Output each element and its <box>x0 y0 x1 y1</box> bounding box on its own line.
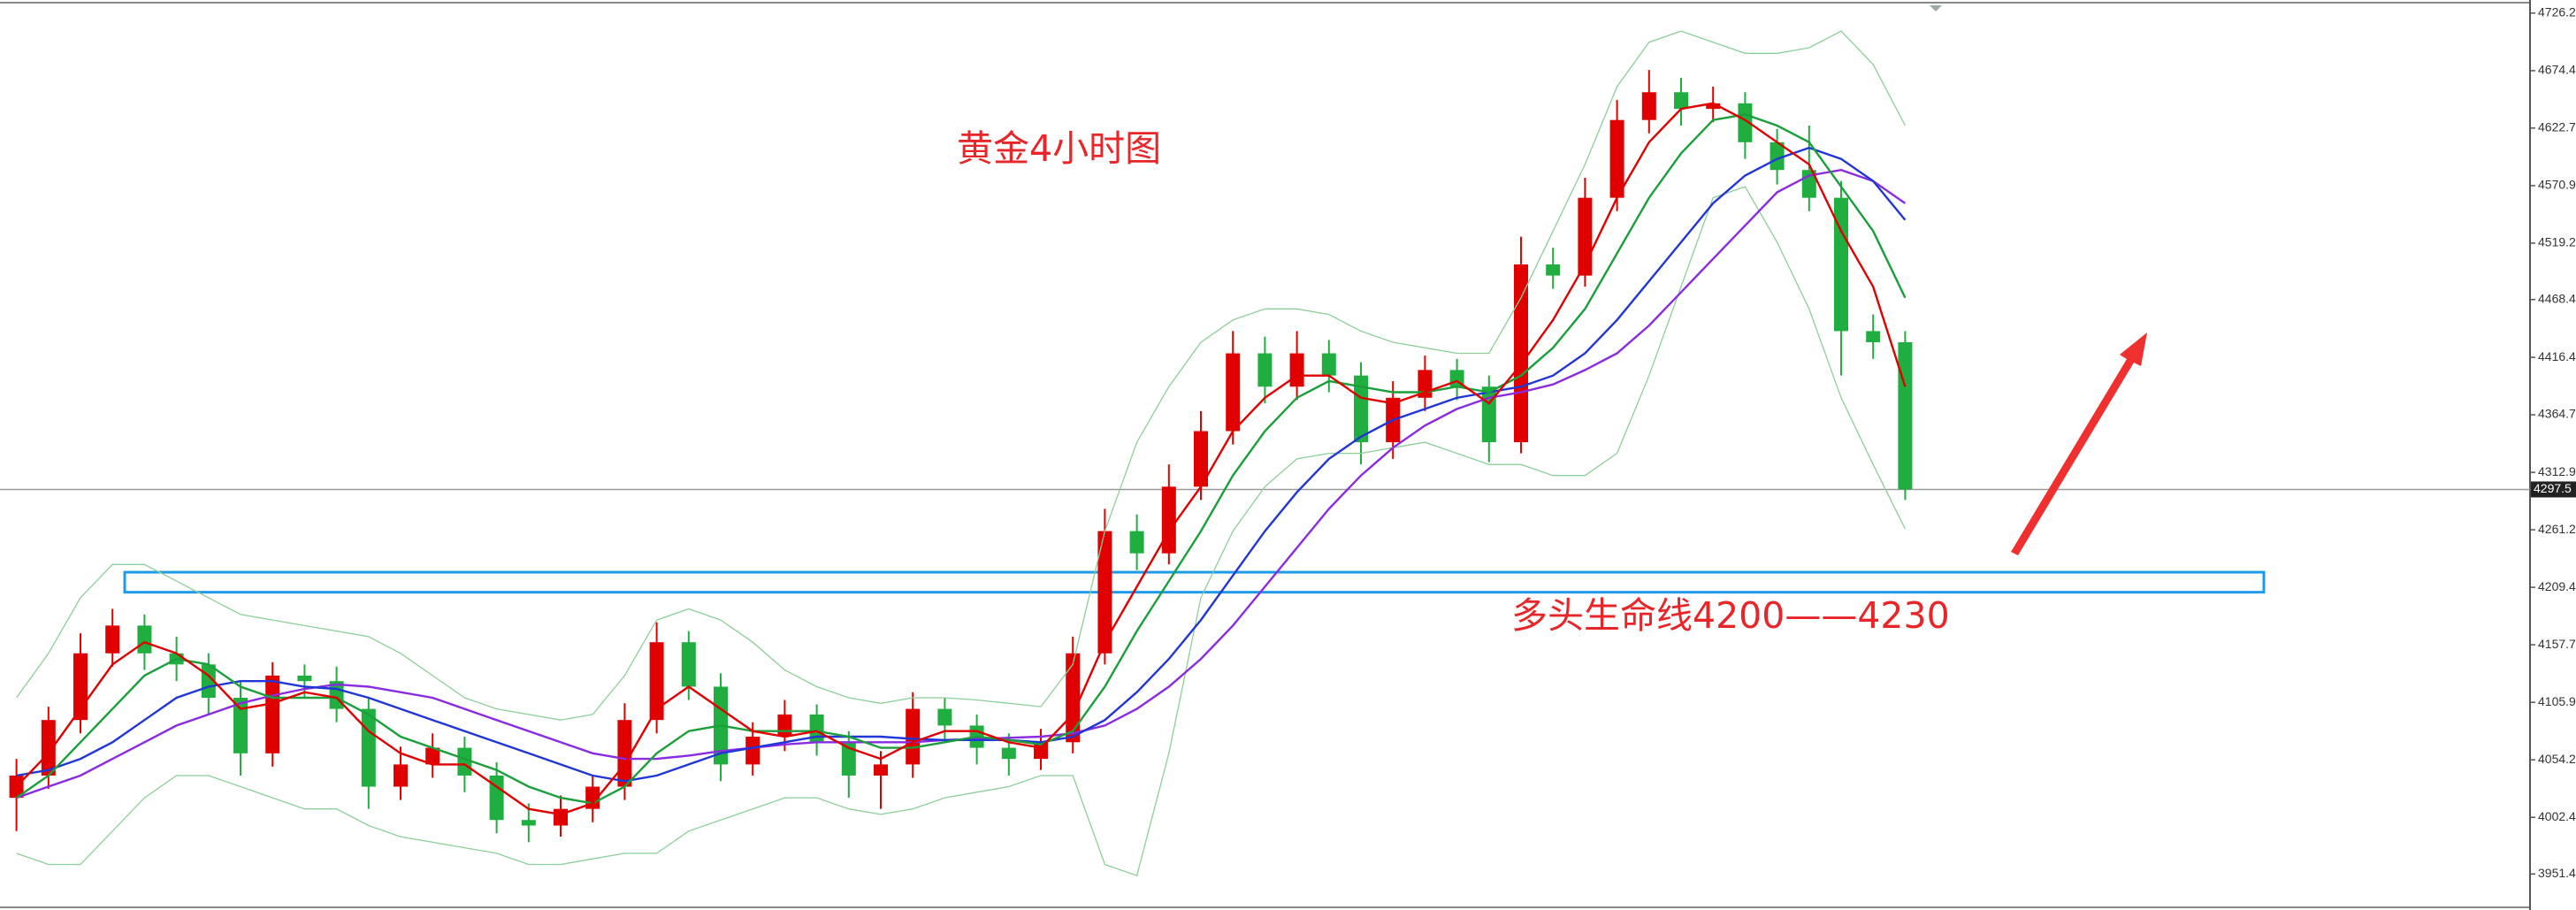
candle-body <box>1770 141 1785 171</box>
candle-body <box>1129 531 1144 554</box>
y-tick-label: 4519.2 <box>2538 235 2576 249</box>
candle-body <box>1354 375 1368 443</box>
y-tick-label: 3951.4 <box>2538 866 2576 880</box>
y-tick-label: 4468.4 <box>2538 291 2576 305</box>
candle-body <box>681 642 696 687</box>
candle-body <box>265 675 280 753</box>
candle-body <box>361 708 376 787</box>
candle-body <box>841 742 856 776</box>
plot-area <box>0 30 2530 876</box>
candle-body <box>1546 264 1561 276</box>
candle-body <box>649 642 664 721</box>
candle-body <box>297 675 312 682</box>
candle-body <box>233 698 248 753</box>
y-tick-label: 4209.4 <box>2538 579 2576 593</box>
candle-body <box>1257 353 1273 387</box>
candle-body <box>1641 92 1656 120</box>
y-tick-label: 4364.7 <box>2538 407 2576 421</box>
y-tick-label: 4105.9 <box>2538 694 2576 708</box>
y-tick-label: 4054.2 <box>2538 752 2576 766</box>
y-tick-label: 4726.2 <box>2538 5 2576 19</box>
candle-body <box>1161 486 1176 554</box>
candle-body <box>554 808 568 826</box>
candle-body <box>906 708 921 765</box>
candle-body <box>137 625 152 654</box>
candle-body <box>457 747 472 776</box>
candle-body <box>1514 264 1528 443</box>
candle-body <box>1066 653 1081 743</box>
candle-body <box>41 720 56 776</box>
candle-body <box>1674 92 1688 110</box>
candle-body <box>1834 197 1848 332</box>
candle-body <box>394 764 408 787</box>
indicator-line <box>16 30 1906 721</box>
candle-body <box>777 714 792 737</box>
candle-body <box>1706 103 1721 110</box>
y-tick-label: 4622.7 <box>2538 120 2576 134</box>
candle-body <box>937 708 952 726</box>
last-price-box <box>2531 481 2576 498</box>
candle-body <box>9 775 24 799</box>
y-tick-label: 4674.4 <box>2538 63 2576 77</box>
annotation: 多头生命线4200——4230 <box>1511 594 1950 637</box>
candle-body <box>1321 353 1336 376</box>
candle-body <box>489 775 504 821</box>
y-tick-label: 4570.9 <box>2538 178 2576 192</box>
candle-body <box>874 764 888 776</box>
indicator-line <box>16 186 1906 876</box>
y-tick-label: 4416.4 <box>2538 349 2576 363</box>
candle-body <box>1609 119 1624 198</box>
candle-body <box>617 720 632 787</box>
candle-body <box>1866 331 1881 342</box>
candle-body <box>1194 431 1208 487</box>
candle-body <box>809 714 824 743</box>
candle-body <box>425 747 440 765</box>
support-zone <box>123 570 2266 594</box>
chart-title: 黄金4小时图 <box>957 127 1161 170</box>
y-tick-label: 4312.9 <box>2538 464 2576 478</box>
candle-body <box>1481 386 1496 443</box>
y-tick-label: 4261.2 <box>2538 522 2576 536</box>
candle-body <box>1001 747 1016 760</box>
y-tick-label: 4002.4 <box>2538 809 2576 823</box>
shift-marker <box>1930 5 1942 11</box>
y-tick-label: 4157.7 <box>2538 637 2576 651</box>
candle-body <box>1738 103 1753 142</box>
candle-body <box>1289 353 1304 387</box>
candle-body <box>1226 353 1241 432</box>
candle-body <box>1898 341 1913 490</box>
candle-body <box>105 625 120 654</box>
last-price-label: 4297.5 <box>2534 481 2572 495</box>
candle-body <box>1097 531 1112 654</box>
up-arrow <box>2011 333 2147 555</box>
candle-body <box>521 820 536 826</box>
candle-body <box>745 737 761 765</box>
indicator-line <box>15 102 1907 816</box>
